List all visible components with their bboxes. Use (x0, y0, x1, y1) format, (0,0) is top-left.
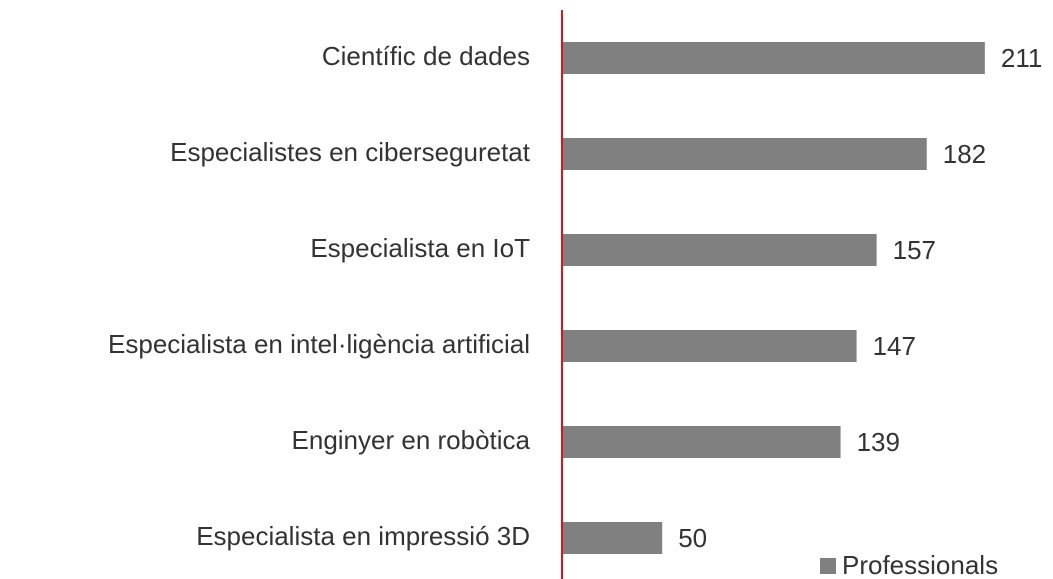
category-label: Especialista en IoT (310, 233, 530, 263)
legend-swatch (820, 558, 836, 574)
category-label: Especialista en intel·ligència artificia… (108, 329, 530, 359)
value-label: 157 (893, 235, 936, 265)
value-label: 182 (943, 139, 986, 169)
value-label: 211 (1001, 43, 1042, 73)
value-label: 50 (678, 523, 707, 553)
bar (562, 234, 877, 266)
category-label: Especialistes en ciberseguretat (170, 137, 531, 167)
bar (562, 522, 663, 554)
category-label: Enginyer en robòtica (292, 425, 531, 455)
category-label: Científic de dades (322, 41, 530, 71)
category-label: Especialista en impressió 3D (196, 521, 530, 551)
bar (562, 42, 985, 74)
bar (562, 138, 927, 170)
bar (562, 330, 857, 362)
bar (562, 426, 841, 458)
value-label: 147 (873, 331, 916, 361)
legend-label: Professionals (842, 550, 998, 579)
value-label: 139 (857, 427, 900, 457)
